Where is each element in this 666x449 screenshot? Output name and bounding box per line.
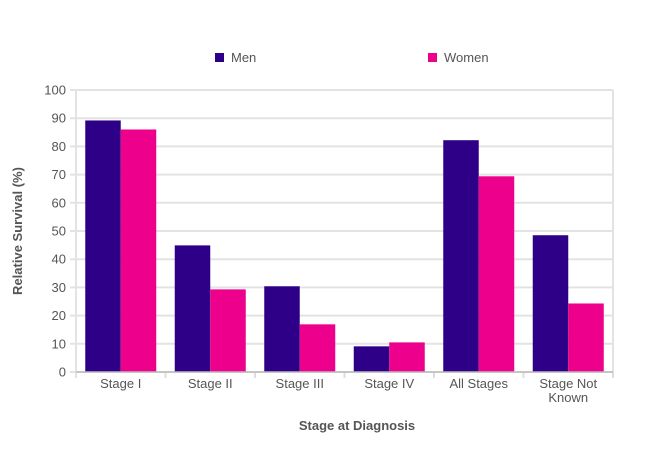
x-axis-label: Stage at Diagnosis: [299, 418, 415, 433]
legend-swatch: [428, 53, 437, 62]
gridlines: [70, 89, 613, 373]
y-axis-label: Relative Survival (%): [10, 167, 25, 295]
legend-label: Men: [231, 50, 256, 65]
y-tick-label: 0: [59, 365, 66, 380]
bar-women: [299, 324, 336, 372]
y-tick-label: 80: [52, 139, 66, 154]
bar-women: [568, 303, 604, 372]
bar-men: [85, 120, 121, 373]
x-tick-label: All Stages: [449, 376, 508, 391]
y-tick-label: 20: [52, 308, 66, 323]
bar-women: [210, 289, 246, 372]
bar-men: [264, 286, 300, 372]
axes: 0 10 20 30 40 50 60 70 80 90 100 Stage I Stage II Sta…: [44, 83, 614, 405]
bar-women: [120, 129, 157, 372]
bar-men: [443, 140, 479, 372]
x-tick-label: Stage III: [276, 376, 324, 391]
bar-men: [353, 346, 390, 372]
x-tick-label: Stage I: [100, 376, 141, 391]
bars: [85, 120, 604, 373]
x-tick-label: Stage Not: [539, 376, 597, 391]
legend-label: Women: [444, 50, 489, 65]
y-tick-label: 60: [52, 195, 66, 210]
bar-men: [174, 245, 211, 372]
y-tick-label: 10: [52, 336, 66, 351]
legend-swatch: [215, 53, 224, 62]
bar-women: [478, 176, 515, 372]
x-tick-label: Stage IV: [364, 376, 414, 391]
bar-men: [532, 235, 569, 372]
y-tick-label: 90: [52, 111, 66, 126]
x-tick-label: Stage II: [188, 376, 233, 391]
y-tick-label: 30: [52, 280, 66, 295]
legend: Men Women: [215, 50, 489, 65]
y-tick-label: 50: [52, 224, 66, 239]
y-tick-label: 70: [52, 167, 66, 182]
y-tick-label: 100: [44, 83, 66, 98]
bar-women: [389, 342, 425, 372]
y-tick-label: 40: [52, 252, 66, 267]
x-tick-label: Known: [548, 390, 588, 405]
